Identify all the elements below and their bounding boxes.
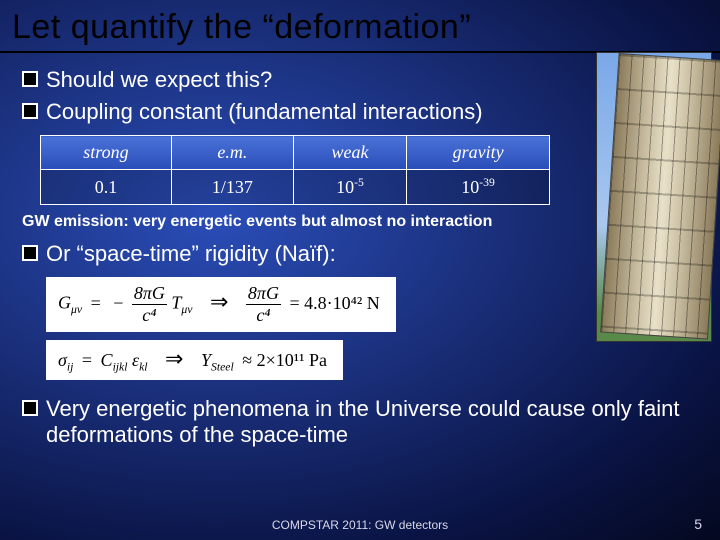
einstein-equation: Gμν = − 8πG c⁴ Tμν ⇒ 8πG c⁴ = 4.8·10⁴² N — [46, 277, 396, 332]
bullet-4: Very energetic phenomena in the Universe… — [22, 396, 698, 448]
col-weak: weak — [293, 136, 406, 170]
gw-emission-note: GW emission: very energetic events but a… — [22, 213, 698, 231]
col-em: e.m. — [171, 136, 293, 170]
cell-gravity: 10-39 — [407, 170, 550, 205]
bullet-icon — [22, 245, 38, 261]
bullet-icon — [22, 103, 38, 119]
cell-strong: 0.1 — [41, 170, 172, 205]
col-gravity: gravity — [407, 136, 550, 170]
table-header-row: strong e.m. weak gravity — [41, 136, 550, 170]
slide-title: Let quantify the “deformation” — [0, 0, 720, 53]
cell-em: 1/137 — [171, 170, 293, 205]
bullet-icon — [22, 71, 38, 87]
bullet-3: Or “space-time” rigidity (Naïf): — [22, 241, 698, 267]
table-row: 0.1 1/137 10-5 10-39 — [41, 170, 550, 205]
slide-footer: COMPSTAR 2011: GW detectors — [0, 518, 720, 532]
bullet-1-text: Should we expect this? — [46, 67, 272, 93]
slide-content: Should we expect this? Coupling constant… — [0, 53, 720, 448]
bullet-2: Coupling constant (fundamental interacti… — [22, 99, 698, 125]
cell-weak: 10-5 — [293, 170, 406, 205]
bullet-icon — [22, 400, 38, 416]
coupling-constant-table: strong e.m. weak gravity 0.1 1/137 10-5 … — [40, 135, 550, 205]
bullet-3-text: Or “space-time” rigidity (Naïf): — [46, 241, 336, 267]
bullet-1: Should we expect this? — [22, 67, 698, 93]
bullet-2-text: Coupling constant (fundamental interacti… — [46, 99, 483, 125]
rigidity-equation: σij = Cijkl εkl ⇒ YSteel ≈ 2×10¹¹ Pa — [46, 340, 343, 380]
bullet-4-text: Very energetic phenomena in the Universe… — [46, 396, 698, 448]
col-strong: strong — [41, 136, 172, 170]
page-number: 5 — [694, 516, 702, 532]
